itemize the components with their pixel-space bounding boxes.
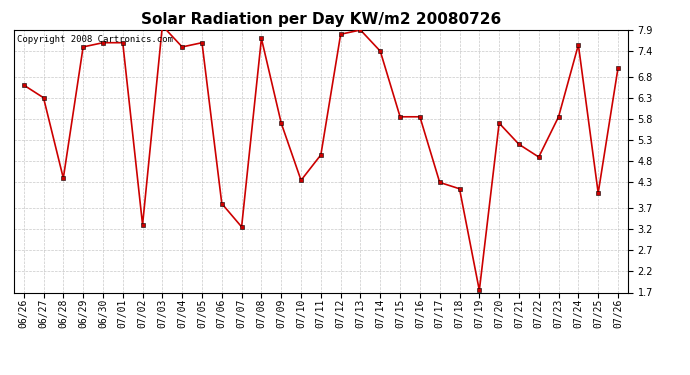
Text: Copyright 2008 Cartronics.com: Copyright 2008 Cartronics.com (17, 35, 172, 44)
Title: Solar Radiation per Day KW/m2 20080726: Solar Radiation per Day KW/m2 20080726 (141, 12, 501, 27)
